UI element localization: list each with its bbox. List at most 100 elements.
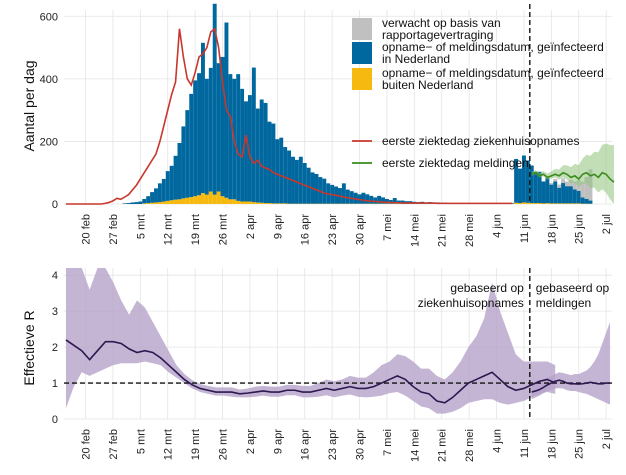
bar-nl [177, 142, 182, 200]
top-lines [65, 4, 615, 205]
bar-nl [533, 171, 538, 204]
legend-label-abroad: opname− of meldingsdatum, geïnfecteerd [382, 66, 604, 80]
bar-abroad [541, 203, 546, 204]
bottom-x-tick-label: 2 apr [245, 429, 257, 454]
bar-abroad [161, 201, 166, 204]
bar-nl [529, 165, 534, 204]
bar-expected [561, 178, 566, 184]
bar-nl [154, 188, 158, 203]
bar-abroad [173, 199, 178, 204]
top-y-axis-title: Aantal per dag [21, 60, 37, 151]
bar-nl [208, 67, 213, 192]
top-x-tick-label: 5 mrt [135, 214, 147, 239]
legend: verwacht op basis vanrapportagevertragin… [352, 16, 604, 170]
bar-nl [349, 191, 354, 204]
bottom-x-tick-label: 26 mrt [218, 429, 230, 460]
bottom-x-tick-label: 16 apr [300, 429, 312, 461]
bar-nl [201, 42, 205, 194]
bottom-lines [64, 268, 612, 419]
bar-nl [130, 202, 135, 204]
bottom-x-tick-label: 4 jun [492, 429, 504, 453]
bar-nl [525, 160, 530, 203]
bar-nl [216, 63, 221, 192]
bar-abroad [189, 197, 194, 204]
bar-nl [381, 197, 385, 204]
top-x-tick-label: 26 mrt [218, 214, 230, 245]
bar-nl [228, 74, 233, 200]
bar-abroad [244, 201, 248, 204]
top-y-ticks: 0 200 400 600 [40, 11, 58, 211]
top-x-tick-label: 30 apr [355, 214, 367, 246]
bar-abroad [169, 200, 174, 204]
legend-label-case_line: eerste ziektedag meldingen [382, 156, 529, 170]
top-x-tick-label: 2 apr [245, 214, 257, 239]
bar-nl [521, 155, 526, 203]
bar-abroad [568, 203, 573, 204]
top-x-tick-label: 27 feb [108, 214, 120, 245]
bottom-x-tick-label: 2 jul [601, 429, 613, 449]
top-y-tick-label: 600 [40, 11, 58, 23]
bar-expected [580, 181, 585, 198]
legend-label-expected: rapportagevertraging [382, 28, 493, 42]
annotation-1: gebaseerd op [536, 281, 610, 295]
bar-expected [557, 184, 562, 188]
case-line [531, 171, 615, 183]
bar-nl [341, 183, 346, 204]
bar-nl [142, 198, 147, 204]
bar-abroad [267, 203, 272, 204]
annotation-0: ziekenhuisopnames [418, 296, 524, 310]
bar-abroad [283, 203, 288, 204]
r-hosp-line [65, 339, 556, 404]
bar-nl [580, 197, 585, 204]
bar-abroad [251, 202, 256, 204]
bar-abroad [525, 202, 530, 204]
bar-nl [314, 173, 319, 204]
bar-nl [361, 192, 366, 204]
bar-abroad [572, 203, 577, 204]
bar-nl [236, 74, 241, 201]
bottom-x-tick-label: 20 feb [81, 429, 93, 460]
top-x-ticks: 20 feb 27 feb 5 mrt 12 mrt 19 mrt 26 mrt 2 apr… [81, 214, 614, 247]
legend-label-nl: in Nederland [382, 52, 450, 66]
bar-nl [302, 163, 307, 204]
bottom-x-tick-label: 12 mrt [163, 429, 175, 460]
bar-abroad [197, 195, 201, 204]
bar-nl [185, 110, 190, 198]
bar-abroad [146, 203, 151, 204]
top-x-tick-label: 19 mrt [190, 214, 202, 245]
bar-abroad [565, 203, 569, 204]
bar-abroad [553, 203, 558, 204]
bar-nl [150, 192, 155, 203]
bottom-x-tick-label: 21 mei [437, 429, 449, 462]
bar-abroad [561, 203, 566, 204]
bar-abroad [201, 193, 205, 204]
bar-abroad [142, 203, 147, 204]
bar-nl [263, 102, 268, 204]
bar-nl [557, 187, 562, 204]
bar-expected [549, 183, 554, 185]
bar-expected [584, 177, 589, 199]
legend-swatch-expected [352, 18, 372, 40]
case-line-band [531, 143, 614, 204]
bar-abroad [533, 203, 538, 204]
top-x-tick-label: 25 jun [574, 214, 586, 244]
bar-nl [377, 195, 382, 204]
bar-nl [541, 181, 546, 204]
bar-abroad [521, 202, 526, 204]
top-x-tick-label: 7 mei [382, 214, 394, 241]
legend-label-expected: verwacht op basis van [382, 16, 501, 30]
bar-nl [212, 3, 217, 195]
bottom-y-tick-label: 3 [52, 306, 58, 318]
bar-abroad [236, 200, 241, 204]
bar-abroad [576, 203, 581, 204]
bar-abroad [514, 202, 519, 204]
bar-nl [298, 156, 303, 204]
bar-abroad [193, 196, 198, 204]
bar-nl [518, 168, 522, 204]
top-y-tick-label: 0 [52, 199, 58, 211]
bottom-y-tick-label: 2 [52, 342, 58, 354]
bar-nl [392, 198, 397, 204]
